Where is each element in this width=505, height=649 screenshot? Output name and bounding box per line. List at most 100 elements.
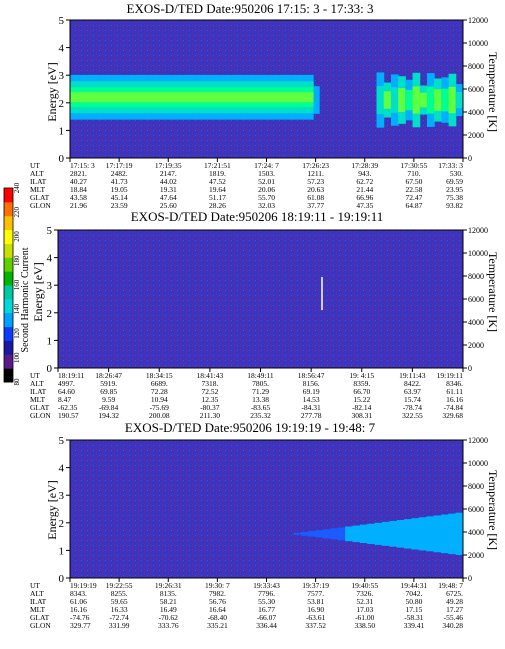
table-row-label: ALT (30, 379, 44, 388)
spectrogram-burst-core (419, 92, 428, 108)
table-cell: 7042. (405, 589, 422, 598)
colorbar-cell (4, 368, 13, 383)
panel-1-ylabel-right: Temperature [K] (486, 52, 500, 132)
table-row-label: GLAT (30, 193, 50, 202)
spectrogram-burst-core (434, 89, 442, 111)
y-right-tick-label: 6000 (468, 85, 484, 94)
spectrogram-burst-core (383, 91, 392, 109)
table-cell: 17:28:39 (351, 161, 378, 170)
spectrogram-burst-core (455, 92, 464, 109)
table-cell: 16.49 (160, 605, 177, 614)
table-cell: 18:19:11 (58, 371, 85, 380)
table-row-label: GLON (30, 411, 51, 420)
y-tick-label: 4 (47, 253, 53, 265)
table-cell: 19:22:55 (106, 581, 133, 590)
table-cell: 329.68 (442, 411, 463, 420)
table-cell: 21.96 (70, 201, 87, 210)
y-tick-label: 5 (47, 225, 53, 237)
table-cell: -68.40 (208, 613, 228, 622)
table-cell: 51.17 (209, 193, 226, 202)
table-cell: -84.31 (301, 403, 321, 412)
panel-2-ylabel: Energy [eV] (31, 262, 45, 321)
table-cell: 19:37:19 (302, 581, 329, 590)
colorbar-cell (4, 188, 13, 203)
table-cell: 340.28 (442, 621, 463, 630)
table-cell: 12.35 (201, 395, 218, 404)
table-cell: 6725. (446, 589, 463, 598)
spectrogram-wedge (389, 520, 398, 547)
spectrogram-wedge (440, 514, 449, 554)
table-cell: 19:40:55 (351, 581, 378, 590)
table-cell: -61.00 (355, 613, 375, 622)
table-cell: 18:49:11 (247, 371, 274, 380)
colorbar-cell (4, 312, 13, 328)
spectrogram-wedge (411, 518, 420, 550)
table-cell: 47.35 (356, 201, 373, 210)
table-cell: 1211. (307, 169, 324, 178)
colorbar-tick-label: 120 (13, 328, 21, 339)
table-cell: 19.64 (209, 185, 226, 194)
spectrogram-wedge (359, 524, 368, 544)
colorbar-cell (4, 243, 13, 258)
table-cell: 16.64 (209, 605, 226, 614)
spectrogram-wedge (367, 523, 376, 544)
colorbar-tick-label: 240 (13, 182, 21, 193)
table-cell: 25.60 (160, 201, 177, 210)
table-row-label: MLT (30, 185, 46, 194)
table-cell: 69.85 (100, 387, 117, 396)
table-row-label: GLAT (30, 613, 50, 622)
panel-3-ylabel: Energy [eV] (45, 480, 59, 539)
table-cell: 52.31 (356, 597, 373, 606)
panel-1-ylabel: Energy [eV] (45, 62, 59, 121)
spectrogram-wedge (315, 530, 324, 538)
spectrogram-burst-core (376, 86, 385, 114)
table-cell: 7982. (209, 589, 226, 598)
table-cell: 2147. (160, 169, 177, 178)
y-tick-label: 3 (47, 280, 53, 292)
table-row-label: UT (30, 371, 40, 380)
table-cell: 17:26:23 (302, 161, 329, 170)
table-cell: 49.28 (446, 597, 463, 606)
table-cell: 55.70 (258, 193, 275, 202)
y-tick-label: 0 (47, 363, 53, 375)
table-cell: 17.27 (446, 605, 463, 614)
table-cell: 17:24: 7 (254, 161, 279, 170)
spectrogram-wedge (433, 515, 442, 553)
spectrogram-wedge (455, 512, 464, 555)
spectrogram-wedge (418, 517, 427, 551)
table-row-label: UT (30, 581, 40, 590)
table-cell: 19:30: 7 (205, 581, 230, 590)
spectrogram-wedge (308, 531, 317, 537)
table-cell: -78.74 (403, 403, 423, 412)
table-cell: 19:44:31 (401, 581, 428, 590)
colorbar-tick-label: 140 (13, 304, 21, 315)
spectrogram-wedge (322, 529, 331, 539)
table-cell: -75.69 (150, 403, 170, 412)
table-cell: 19:19:19 (70, 581, 97, 590)
spectrogram-wedge (345, 526, 353, 542)
table-row-label: ILAT (30, 597, 47, 606)
spectrogram-burst-core (405, 89, 414, 111)
spectrogram-band (70, 92, 314, 103)
y-right-tick-label: 0 (468, 364, 472, 373)
panel-1-title: EXOS-D/TED Date:950206 17:15: 3 - 17:33:… (127, 1, 374, 16)
table-cell: 18.84 (70, 185, 87, 194)
table-cell: 17:17:19 (106, 161, 133, 170)
table-cell: 17.15 (405, 605, 422, 614)
table-cell: 67.50 (405, 177, 422, 186)
panel-2-axes: 0 1 2 3 4 5 0 2000 4000 6000 8000 10000 12000 (47, 225, 489, 375)
table-cell: 44.02 (160, 177, 177, 186)
colorbar-label: Second Harmonic Current (20, 247, 31, 352)
table-cell: 19:26:31 (155, 581, 182, 590)
colorbar: 80 100 120 140 160 180 200 220 240 Second Harmon… (3, 182, 31, 386)
table-cell: -72.74 (109, 613, 129, 622)
table-cell: 8135. (160, 589, 177, 598)
table-cell: 55.30 (258, 597, 275, 606)
table-cell: 53.81 (307, 597, 324, 606)
spectrogram-burst-core (412, 86, 421, 114)
spectrogram-background (58, 230, 463, 368)
table-cell: 93.82 (446, 201, 463, 210)
table-cell: 16.16 (70, 605, 87, 614)
